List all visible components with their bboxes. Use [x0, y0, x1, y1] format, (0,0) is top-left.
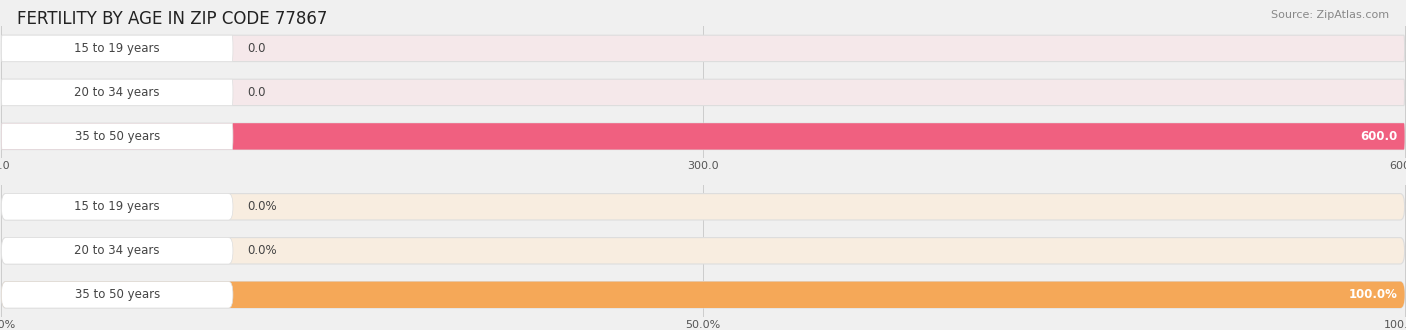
- Text: 20 to 34 years: 20 to 34 years: [75, 86, 160, 99]
- FancyBboxPatch shape: [1, 35, 1405, 62]
- FancyBboxPatch shape: [1, 281, 233, 308]
- FancyBboxPatch shape: [1, 35, 233, 62]
- FancyBboxPatch shape: [1, 281, 1405, 308]
- FancyBboxPatch shape: [1, 238, 233, 264]
- Text: FERTILITY BY AGE IN ZIP CODE 77867: FERTILITY BY AGE IN ZIP CODE 77867: [17, 10, 328, 28]
- FancyBboxPatch shape: [1, 194, 1405, 220]
- FancyBboxPatch shape: [1, 238, 1405, 264]
- Text: 100.0%: 100.0%: [1348, 288, 1398, 301]
- Text: 0.0: 0.0: [247, 42, 266, 55]
- Text: 0.0: 0.0: [247, 86, 266, 99]
- Text: 15 to 19 years: 15 to 19 years: [75, 42, 160, 55]
- FancyBboxPatch shape: [1, 79, 233, 106]
- Text: 35 to 50 years: 35 to 50 years: [75, 288, 160, 301]
- Text: Source: ZipAtlas.com: Source: ZipAtlas.com: [1271, 10, 1389, 20]
- Text: 0.0%: 0.0%: [247, 200, 277, 213]
- FancyBboxPatch shape: [1, 281, 1405, 308]
- FancyBboxPatch shape: [1, 123, 1405, 149]
- FancyBboxPatch shape: [1, 194, 233, 220]
- FancyBboxPatch shape: [1, 123, 233, 149]
- Text: 15 to 19 years: 15 to 19 years: [75, 200, 160, 213]
- FancyBboxPatch shape: [1, 79, 1405, 106]
- FancyBboxPatch shape: [1, 123, 1405, 149]
- Text: 0.0%: 0.0%: [247, 244, 277, 257]
- Text: 35 to 50 years: 35 to 50 years: [75, 130, 160, 143]
- Text: 600.0: 600.0: [1361, 130, 1398, 143]
- Text: 20 to 34 years: 20 to 34 years: [75, 244, 160, 257]
